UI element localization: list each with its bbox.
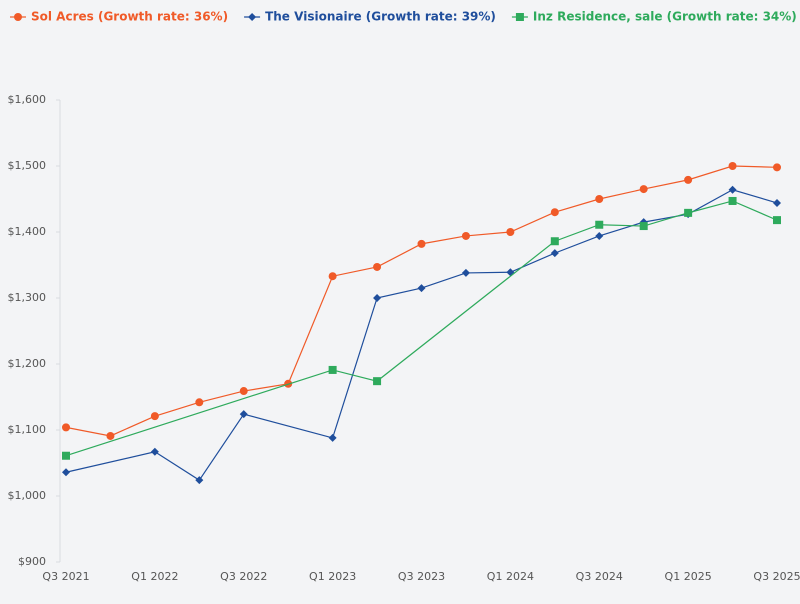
point (195, 476, 204, 485)
x-tick-label: Q1 2023 (309, 570, 356, 583)
point (373, 377, 382, 386)
point (773, 163, 781, 172)
point (684, 175, 693, 184)
point (639, 222, 648, 231)
x-tick-label: Q3 2021 (42, 570, 89, 583)
point (461, 268, 470, 277)
x-tick-label: Q3 2022 (220, 570, 267, 583)
y-tick-label: $1,100 (8, 423, 47, 436)
point (328, 272, 337, 281)
point (106, 431, 115, 440)
point (506, 228, 515, 236)
point (461, 231, 470, 240)
point (515, 13, 524, 21)
y-tick-label: $1,600 (8, 93, 47, 106)
point (550, 208, 559, 217)
point (550, 249, 559, 258)
point (595, 195, 604, 203)
point (728, 185, 737, 194)
point (728, 196, 737, 205)
point (150, 447, 159, 456)
point (248, 13, 257, 21)
point (417, 284, 426, 293)
point (595, 220, 604, 229)
point (639, 185, 648, 194)
point (417, 239, 426, 248)
point (239, 387, 248, 396)
point (773, 216, 781, 225)
point (550, 237, 559, 246)
point (62, 451, 70, 460)
x-tick-label: Q3 2023 (398, 570, 445, 583)
point (62, 468, 70, 477)
x-tick-label: Q3 2024 (576, 570, 623, 583)
point (373, 294, 382, 302)
y-tick-label: $1,400 (8, 225, 47, 238)
legend: Sol Acres (Growth rate: 36%) The Visionai… (10, 10, 797, 24)
point (728, 162, 737, 170)
legend-label: The Visionaire (Growth rate: 39%) (265, 10, 496, 24)
y-tick-label: $900 (18, 555, 46, 568)
point (14, 13, 22, 21)
point (328, 433, 337, 442)
point (195, 398, 204, 407)
point (150, 412, 159, 421)
point (239, 410, 248, 419)
point (373, 262, 382, 271)
y-tick-label: $1,000 (8, 489, 47, 502)
x-tick-label: Q3 2025 (753, 570, 800, 583)
point (595, 231, 604, 240)
point (506, 268, 515, 277)
point (773, 198, 781, 207)
legend-label: Sol Acres (Growth rate: 36%) (31, 10, 228, 24)
y-tick-label: $1,500 (8, 159, 47, 172)
point (62, 423, 70, 432)
point (684, 208, 693, 217)
series-line (65, 200, 778, 457)
x-tick-label: Q1 2025 (665, 570, 712, 583)
series-line (65, 189, 778, 481)
y-tick-label: $1,200 (8, 357, 47, 370)
x-tick-label: Q1 2022 (131, 570, 178, 583)
series-line (65, 165, 778, 437)
legend-label: Inz Residence, sale (Growth rate: 34%) (533, 10, 797, 24)
x-tick-label: Q1 2024 (487, 570, 534, 583)
y-tick-label: $1,300 (8, 291, 47, 304)
point (328, 365, 337, 374)
